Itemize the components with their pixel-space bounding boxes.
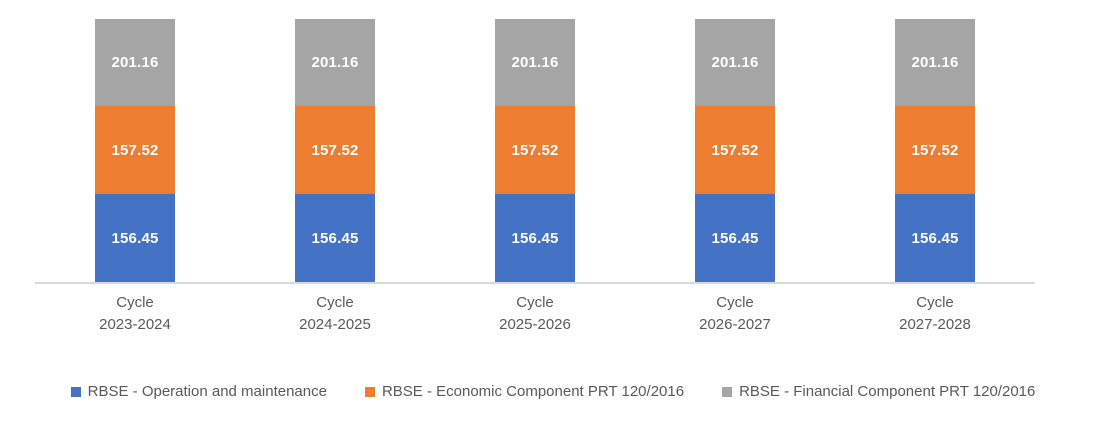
data-label: 201.16	[311, 54, 359, 71]
bar-group: 201.16 157.52 156.45	[435, 19, 635, 282]
segment-financial-component: 201.16	[895, 19, 975, 106]
bar: 201.16 157.52 156.45	[295, 19, 375, 282]
x-axis-label: Cycle 2026-2027	[635, 292, 835, 336]
x-axis-label-line2: 2026-2027	[699, 316, 771, 333]
data-label: 157.52	[711, 141, 759, 159]
segment-economic-component: 157.52	[495, 106, 575, 194]
legend-item-operation-maintenance: RBSE - Operation and maintenance	[70, 383, 327, 400]
legend-label: RBSE - Operation and maintenance	[87, 383, 327, 400]
segment-operation-maintenance: 156.45	[495, 194, 575, 282]
data-label: 157.52	[311, 141, 359, 159]
segment-financial-component: 201.16	[295, 19, 375, 106]
legend-swatch-blue-icon	[70, 386, 81, 397]
legend-swatch-orange-icon	[364, 386, 375, 397]
data-label: 157.52	[111, 141, 159, 159]
segment-operation-maintenance: 156.45	[95, 194, 175, 282]
x-axis-label-line1: Cycle	[516, 294, 554, 311]
x-axis-label-line1: Cycle	[116, 294, 154, 311]
segment-economic-component: 157.52	[95, 106, 175, 194]
data-label: 157.52	[511, 141, 559, 159]
data-label: 201.16	[511, 54, 559, 71]
x-axis-line	[35, 282, 1035, 284]
bar: 201.16 157.52 156.45	[495, 19, 575, 282]
data-label: 157.52	[911, 141, 959, 159]
data-label: 156.45	[711, 229, 759, 247]
x-axis-label-line2: 2023-2024	[99, 316, 171, 333]
x-axis-label-line2: 2027-2028	[899, 316, 971, 333]
bar: 201.16 157.52 156.45	[895, 19, 975, 282]
x-axis-label-line1: Cycle	[316, 294, 354, 311]
x-axis-label-line2: 2024-2025	[299, 316, 371, 333]
bar-group: 201.16 157.52 156.45	[35, 19, 235, 282]
legend-label: RBSE - Financial Component PRT 120/2016	[739, 383, 1036, 400]
segment-operation-maintenance: 156.45	[295, 194, 375, 282]
data-label: 156.45	[911, 229, 959, 247]
x-axis-labels: Cycle 2023-2024 Cycle 2024-2025 Cycle 20…	[35, 292, 1035, 336]
segment-economic-component: 157.52	[295, 106, 375, 194]
legend-item-economic-component: RBSE - Economic Component PRT 120/2016	[364, 383, 685, 400]
x-axis-label-line1: Cycle	[916, 294, 954, 311]
segment-financial-component: 201.16	[495, 19, 575, 106]
segment-economic-component: 157.52	[695, 106, 775, 194]
bar-group: 201.16 157.52 156.45	[835, 19, 1035, 282]
bar: 201.16 157.52 156.45	[695, 19, 775, 282]
x-axis-label: Cycle 2027-2028	[835, 292, 1035, 336]
data-label: 201.16	[111, 54, 159, 71]
x-axis-label-line2: 2025-2026	[499, 316, 571, 333]
segment-financial-component: 201.16	[95, 19, 175, 106]
segment-financial-component: 201.16	[695, 19, 775, 106]
segment-economic-component: 157.52	[895, 106, 975, 194]
legend-swatch-gray-icon	[722, 386, 733, 397]
data-label: 201.16	[711, 54, 759, 71]
x-axis-label: Cycle 2023-2024	[35, 292, 235, 336]
bar-group: 201.16 157.52 156.45	[635, 19, 835, 282]
data-label: 201.16	[911, 54, 959, 71]
data-label: 156.45	[311, 229, 359, 247]
segment-operation-maintenance: 156.45	[895, 194, 975, 282]
segment-operation-maintenance: 156.45	[695, 194, 775, 282]
legend-label: RBSE - Economic Component PRT 120/2016	[381, 383, 685, 400]
legend-item-financial-component: RBSE - Financial Component PRT 120/2016	[722, 383, 1035, 400]
x-axis-label: Cycle 2025-2026	[435, 292, 635, 336]
plot-area: 201.16 157.52 156.45 201.16 157.52 156.4…	[35, 19, 1035, 282]
bar-group: 201.16 157.52 156.45	[235, 19, 435, 282]
x-axis-label-line1: Cycle	[716, 294, 754, 311]
bar: 201.16 157.52 156.45	[95, 19, 175, 282]
legend: RBSE - Operation and maintenance RBSE - …	[0, 383, 1106, 400]
x-axis-label: Cycle 2024-2025	[235, 292, 435, 336]
data-label: 156.45	[111, 229, 159, 247]
data-label: 156.45	[511, 229, 559, 247]
